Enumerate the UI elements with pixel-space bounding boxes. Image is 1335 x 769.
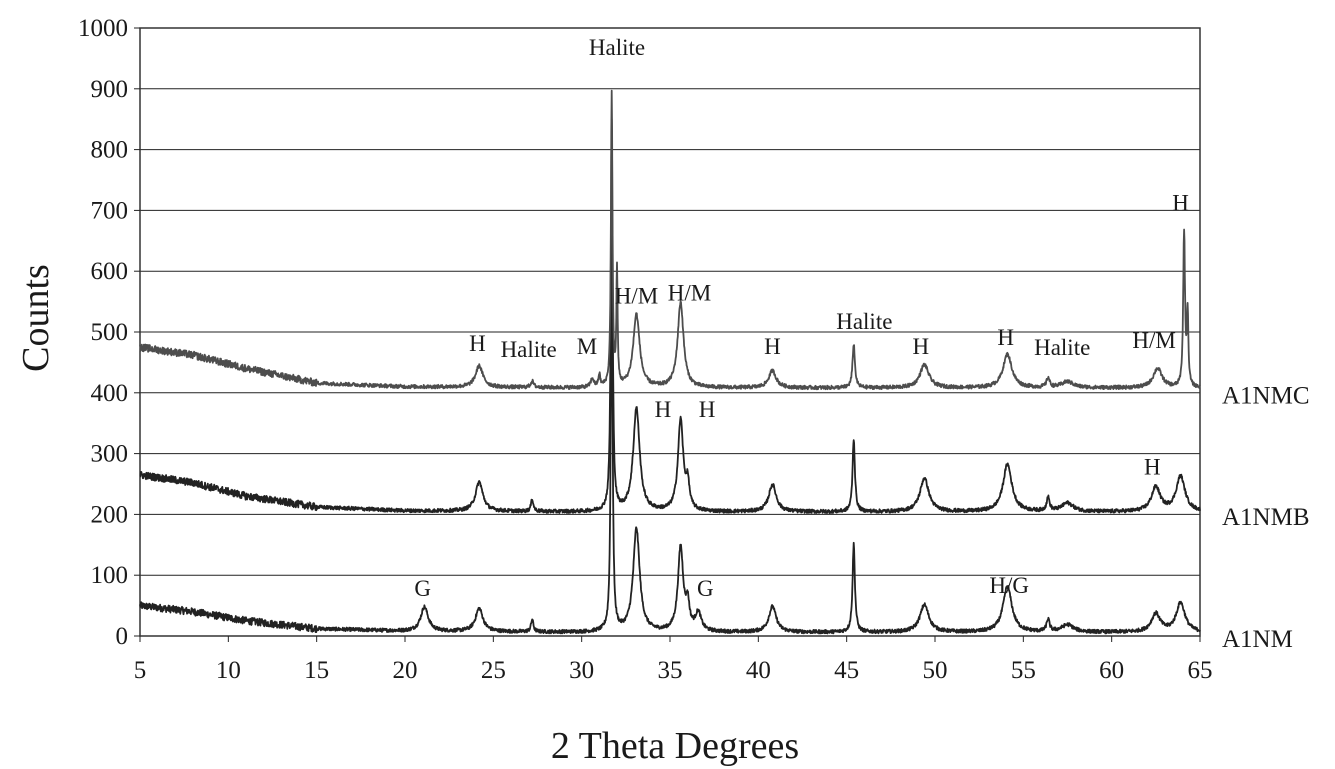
- y-tick-label: 100: [91, 562, 129, 589]
- peak-annotation: H: [699, 397, 716, 422]
- y-tick-label: 800: [91, 137, 129, 164]
- x-tick-label: 55: [1011, 657, 1036, 684]
- peak-annotation: H: [469, 331, 486, 356]
- peak-annotation: H/M: [615, 283, 658, 308]
- peak-annotation: G: [697, 576, 714, 601]
- x-tick-label: 20: [393, 657, 418, 684]
- x-tick-label: 25: [481, 657, 506, 684]
- x-tick-label: 10: [216, 657, 241, 684]
- peak-annotation: H/M: [1132, 328, 1175, 353]
- peak-annotation: Halite: [836, 309, 892, 334]
- x-tick-label: 35: [658, 657, 683, 684]
- x-tick-label: 15: [304, 657, 329, 684]
- y-axis-ticks: 0 100 200 300 400 500 600 700 800 900 1000: [78, 15, 140, 650]
- x-axis-ticks: 5 10 15 20 25 30 35 40 45 50 55 60 65: [134, 636, 1213, 684]
- series-labels: A1NM A1NMB A1NMC: [1222, 383, 1310, 653]
- x-tick-label: 5: [134, 657, 147, 684]
- peak-annotation: Halite: [501, 337, 557, 362]
- y-tick-label: 600: [91, 258, 129, 285]
- peak-annotation: H: [655, 397, 672, 422]
- peak-annotation: Halite: [1034, 335, 1090, 360]
- y-tick-label: 200: [91, 501, 129, 528]
- y-tick-label: 1000: [78, 15, 128, 42]
- x-tick-label: 45: [834, 657, 859, 684]
- trace-a1nmc: [139, 89, 1201, 391]
- trace-a1nmb: [139, 118, 1201, 514]
- x-tick-label: 50: [923, 657, 948, 684]
- peak-annotation: Halite: [589, 35, 645, 60]
- peak-annotation: H: [913, 334, 930, 359]
- y-tick-label: 900: [91, 76, 129, 103]
- series-label-a1nmb: A1NMB: [1222, 504, 1310, 531]
- trace-a1nm: [139, 252, 1201, 635]
- series-label-a1nm: A1NM: [1222, 626, 1293, 653]
- peak-annotation: H/G: [989, 573, 1029, 598]
- y-tick-label: 700: [91, 197, 129, 224]
- peak-annotations: Halite H H/M H/M Halite H Halite M H H H Halite H/M H…: [414, 35, 1189, 601]
- peak-annotation: H: [1172, 190, 1189, 215]
- x-tick-label: 30: [569, 657, 594, 684]
- x-axis-title: 2 Theta Degrees: [551, 725, 799, 767]
- peak-annotation: H: [764, 334, 781, 359]
- x-tick-label: 40: [746, 657, 771, 684]
- peak-annotation: H: [1144, 454, 1161, 479]
- x-tick-label: 60: [1099, 657, 1124, 684]
- peak-annotation: H/M: [668, 280, 711, 305]
- y-tick-label: 400: [91, 380, 129, 407]
- gridlines: [140, 27, 1200, 637]
- y-tick-label: 300: [91, 441, 129, 468]
- series-label-a1nmc: A1NMC: [1222, 383, 1310, 410]
- y-tick-label: 500: [91, 319, 129, 346]
- y-axis-title: Counts: [15, 264, 57, 372]
- peak-annotation: M: [577, 334, 597, 359]
- x-tick-label: 65: [1188, 657, 1213, 684]
- peak-annotation: G: [414, 576, 431, 601]
- peak-annotation: H: [997, 325, 1014, 350]
- y-tick-label: 0: [116, 623, 129, 650]
- series-traces: [139, 89, 1201, 635]
